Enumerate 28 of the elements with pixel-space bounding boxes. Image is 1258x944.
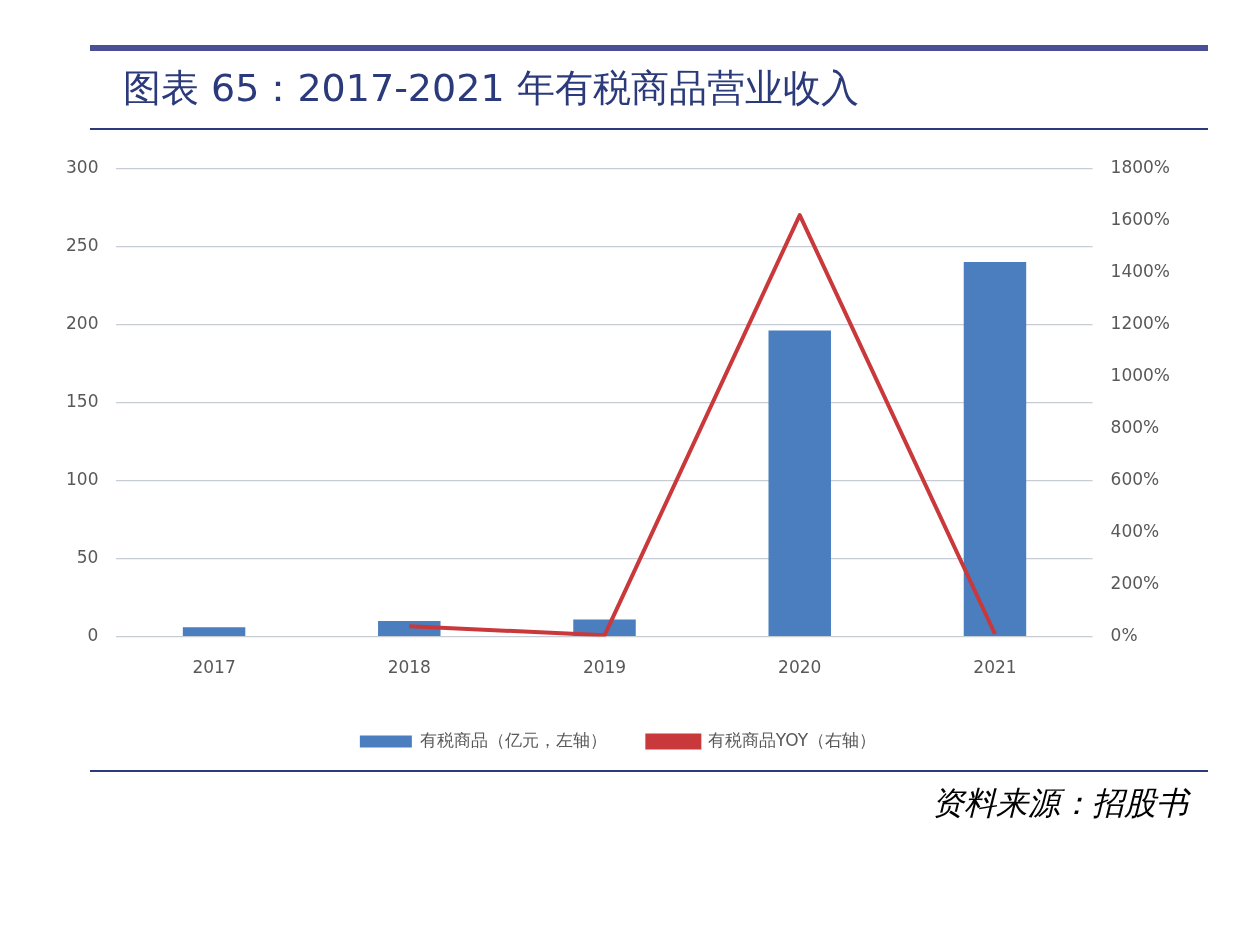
bar <box>768 330 831 636</box>
x-tick-label: 2021 <box>973 657 1017 678</box>
y2-tick-label: 200% <box>1110 572 1160 593</box>
y2-tick-label: 1600% <box>1110 208 1170 229</box>
y-tick-label: 150 <box>65 390 99 411</box>
y-tick-label: 100 <box>65 468 99 489</box>
y2-tick-label: 1200% <box>1110 312 1170 333</box>
y-tick-label: 0 <box>87 625 99 646</box>
chart-title: 图表 65：2017-2021 年有税商品营业收入 <box>123 65 860 112</box>
y2-tick-label: 1800% <box>1110 156 1170 177</box>
x-tick-label: 2018 <box>387 657 431 678</box>
y-tick-label: 200 <box>65 312 99 333</box>
y2-tick-label: 600% <box>1110 468 1160 489</box>
legend-label: 有税商品YOY（右轴） <box>707 729 877 750</box>
x-tick-label: 2020 <box>778 657 822 678</box>
bar <box>182 627 246 636</box>
y2-tick-label: 1000% <box>1110 364 1170 385</box>
y-tick-label: 50 <box>76 546 99 567</box>
x-tick-label: 2017 <box>192 657 236 678</box>
y2-tick-label: 0% <box>1110 625 1138 646</box>
legend-label: 有税商品（亿元，左轴） <box>420 729 608 750</box>
x-tick-label: 2019 <box>582 657 627 678</box>
y2-tick-label: 1400% <box>1110 260 1170 281</box>
y-tick-label: 300 <box>65 156 99 177</box>
y-tick-label: 250 <box>65 234 99 255</box>
y2-tick-label: 400% <box>1110 520 1160 541</box>
bar <box>963 261 1027 636</box>
y2-tick-label: 800% <box>1110 416 1160 437</box>
